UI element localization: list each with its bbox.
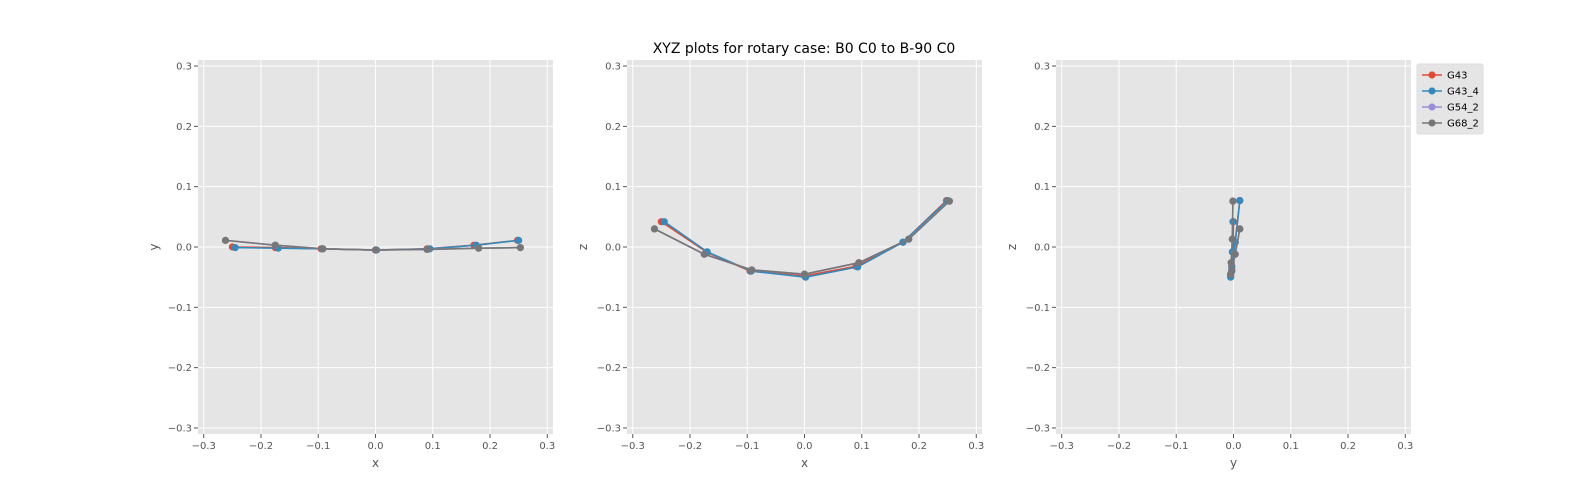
yz-xtick-label: 0.1 <box>1283 441 1299 452</box>
xz-ylabel: z <box>576 244 590 250</box>
yz-xtick-label: −0.3 <box>1050 441 1074 452</box>
xy-xlabel: x <box>372 456 379 470</box>
yz-ytick-label: 0.1 <box>1034 182 1050 193</box>
xy-ytick-label: −0.2 <box>168 363 192 374</box>
xy-xtick-label: 0.1 <box>425 441 441 452</box>
xy-ytick-label: 0.0 <box>176 243 192 254</box>
xy-point-g43-4 <box>231 244 239 252</box>
xz-xlabel: x <box>801 456 808 470</box>
yz-ylabel: z <box>1005 244 1019 250</box>
legend-marker-g54-2 <box>1428 103 1436 111</box>
legend-marker-g43-4 <box>1428 87 1436 95</box>
xz-ytick-label: 0.1 <box>605 182 621 193</box>
xz-point-g68-2 <box>650 225 659 233</box>
xz-xtick-label: −0.1 <box>735 441 759 452</box>
xz-ytick-label: −0.3 <box>597 423 621 434</box>
xy-point-g68-2 <box>371 246 380 254</box>
legend-marker-g68-2 <box>1428 119 1436 127</box>
xy-ytick-label: 0.3 <box>176 62 192 73</box>
subplot-yz: −0.3−0.3 −0.2 −0.2 −0.1 −0.1 0.0 0.0 0.1 0.1 0.2 0… <box>1005 60 1413 470</box>
xz-point-g68-2 <box>855 259 863 267</box>
xz-ytick-label: 0.2 <box>605 122 621 133</box>
xy-point-g68-2 <box>221 236 230 244</box>
xy-ylabel: y <box>147 243 161 250</box>
xz-xtick-label: −0.2 <box>678 441 702 452</box>
xz-point-g68-2 <box>748 266 756 274</box>
xy-ytick-label: −0.3 <box>168 423 192 434</box>
subplot-xz: −0.3−0.3 −0.2 −0.2 −0.1 −0.1 0.0 0.0 0.1 0.1 0.2 0… <box>576 60 984 470</box>
yz-point-g68-2 <box>1236 225 1244 233</box>
xy-xtick-label: 0.2 <box>482 441 498 452</box>
xz-ytick-label: −0.1 <box>597 303 621 314</box>
xz-xtick-label: 0.2 <box>911 441 927 452</box>
xy-xtick-label: 0.3 <box>539 441 555 452</box>
subplot-xy: −0.3−0.3 −0.2 −0.2 −0.1 −0.1 0.0 0.0 0.1 0.1 0.2 0… <box>147 60 555 470</box>
yz-ytick-label: 0.3 <box>1034 62 1050 73</box>
xy-point-g68-2 <box>423 245 431 254</box>
legend: G43 G43_4 G54_2 G68_2 <box>1416 63 1484 135</box>
xy-point-g68-2 <box>474 244 483 252</box>
xz-xtick-label: 0.1 <box>854 441 870 452</box>
xy-xtick-label: 0.0 <box>368 441 384 452</box>
legend-label-g68-2: G68_2 <box>1447 119 1479 130</box>
legend-marker-g43 <box>1428 71 1436 79</box>
yz-xtick-label: −0.2 <box>1107 441 1131 452</box>
xy-point-g68-2 <box>319 245 327 253</box>
yz-xtick-label: −0.1 <box>1164 441 1188 452</box>
xz-ytick-label: 0.0 <box>605 243 621 254</box>
xz-xtick-label: 0.3 <box>968 441 984 452</box>
yz-xtick-label: 0.2 <box>1340 441 1356 452</box>
yz-ytick-label: −0.2 <box>1026 363 1050 374</box>
xy-ytick-label: −0.1 <box>168 303 192 314</box>
xy-point-g68-2 <box>516 244 524 252</box>
xy-ytick-label: 0.2 <box>176 122 192 133</box>
xz-xtick-label: −0.3 <box>621 441 645 452</box>
xy-xtick-label: −0.1 <box>306 441 330 452</box>
xz-point-g68-2 <box>700 250 708 258</box>
yz-point-g68-2 <box>1231 250 1239 258</box>
yz-point-g68-2 <box>1227 259 1235 267</box>
yz-ytick-label: 0.2 <box>1034 122 1050 133</box>
xz-point-g43-4 <box>660 218 668 226</box>
legend-box <box>1416 63 1484 135</box>
figure-title: XYZ plots for rotary case: B0 C0 to B-90… <box>653 41 956 57</box>
xz-point-g68-2 <box>800 270 809 278</box>
yz-ytick-label: −0.3 <box>1026 423 1050 434</box>
xy-xtick-label: −0.3 <box>192 441 216 452</box>
xz-ytick-label: −0.2 <box>597 363 621 374</box>
yz-point-g68-2 <box>1229 197 1237 205</box>
legend-label-g43-4: G43_4 <box>1447 87 1479 98</box>
xy-point-g68-2 <box>271 241 279 249</box>
yz-point-g43-4 <box>1236 196 1244 205</box>
xz-point-g68-2 <box>945 197 953 205</box>
yz-xtick-label: 0.3 <box>1397 441 1413 452</box>
xy-xtick-label: −0.2 <box>249 441 273 452</box>
xz-ytick-label: 0.3 <box>605 62 621 73</box>
yz-ytick-label: −0.1 <box>1026 303 1050 314</box>
xz-point-g68-2 <box>905 235 913 243</box>
xz-xtick-label: 0.0 <box>797 441 813 452</box>
yz-xtick-label: 0.0 <box>1226 441 1242 452</box>
yz-point-g68-2 <box>1228 235 1236 243</box>
yz-ytick-label: 0.0 <box>1034 243 1050 254</box>
legend-label-g43: G43 <box>1447 71 1467 82</box>
legend-label-g54-2: G54_2 <box>1447 103 1479 114</box>
xy-point-g43-4 <box>515 236 523 244</box>
yz-point-g68-2 <box>1227 270 1235 278</box>
xy-ytick-label: 0.1 <box>176 182 192 193</box>
yz-xlabel: y <box>1230 456 1237 470</box>
